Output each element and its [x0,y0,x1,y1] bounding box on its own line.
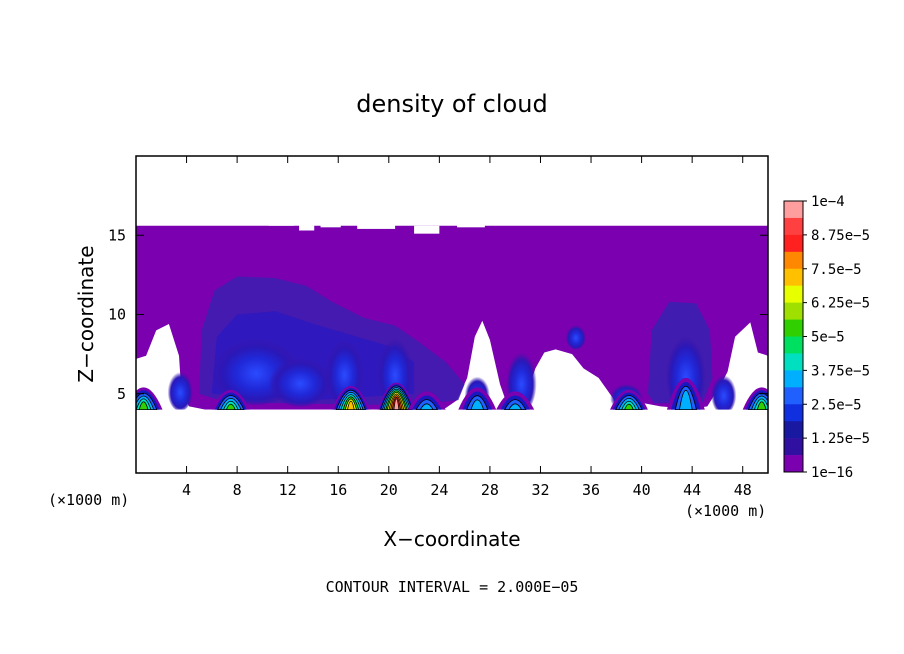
cloud-core [610,389,648,410]
x-tick-label: 8 [233,481,242,499]
cloud-blob [167,369,193,412]
core-contour [470,399,485,410]
x-tick-label: 4 [182,481,191,499]
cloud-blob [268,355,332,407]
core-contour [347,400,355,410]
core-contour [393,398,400,410]
core-contour [138,401,149,410]
colorbar-swatch [784,319,803,337]
cloud-core [496,391,535,410]
cloud-blob [711,373,737,415]
core-contour [679,389,693,410]
y-axis: 5 10 15 [108,226,768,403]
x-unit-label-left: (×1000 m) [48,491,129,509]
cloud-top-gap [414,225,440,234]
colorbar-swatch [784,353,803,371]
x-tick-label: 32 [531,481,549,499]
core-contour [756,401,767,410]
core-contour [624,403,634,410]
x-tick-label: 48 [734,481,752,499]
core-contour [508,403,523,410]
colorbar-swatch [784,370,803,388]
colorbar-swatch [784,387,803,405]
cloud-core [742,387,768,410]
cloud-core [331,385,370,410]
x-axis: 4 8 12 16 20 24 28 32 36 40 44 48 [182,156,752,499]
colorbar-label: 8.75e−5 [811,228,870,244]
colorbar-label: 6.25e−5 [811,296,870,312]
colorbar-swatch [784,455,803,473]
colorbar-label: 5e−5 [811,330,845,346]
cloud-top-gap [457,219,485,228]
cloud-top-gap [299,222,315,231]
colorbar-swatch [784,217,803,236]
colorbar-label: 1e−4 [811,194,845,210]
colorbar-swatch [784,234,803,253]
colorbar-label: 7.5e−5 [811,262,862,278]
cloud-core [377,382,416,410]
colorbar-swatch [784,438,803,456]
y-tick-label: 10 [108,306,126,324]
core-contour [225,403,236,410]
x-tick-label: 20 [380,481,398,499]
colorbar-swatch [784,404,803,422]
x-tick-label: 28 [481,481,499,499]
colorbar-swatch [784,336,803,354]
x-tick-label: 24 [430,481,448,499]
cloud-core [458,387,497,410]
colorbar-label: 3.75e−5 [811,363,870,379]
colorbar-label: 1.25e−5 [811,431,870,447]
y-tick-label: 15 [108,226,126,244]
y-tick-label: 5 [117,385,126,403]
cloud-cores [136,377,768,410]
core-contour [419,403,434,410]
colorbar-swatch [784,201,803,219]
y-axis-label: Z−coordinate [74,245,98,382]
colorbar-swatch [784,268,803,286]
x-tick-label: 36 [582,481,600,499]
cloud-core [666,377,705,410]
colorbar: 1e−4 8.75e−5 7.5e−5 6.25e−5 5e−5 3.75e−5 2.5e−… [783,194,870,481]
colorbar-swatch [784,302,803,320]
colorbar-label: 2.5e−5 [811,397,862,413]
x-unit-label-right: (×1000 m) [685,502,766,520]
cloud-core [136,387,163,410]
cloud-blob [565,324,586,350]
x-tick-label: 44 [683,481,701,499]
colorbar-swatch [784,421,803,439]
clear-air-below [136,409,768,473]
contour-interval-note: CONTOUR INTERVAL = 2.000E−05 [326,578,579,596]
cloud-core [407,391,446,410]
cloud-top-gap [357,220,396,229]
cloud-top-gap [268,217,294,226]
cloud-top-gap [320,219,341,228]
colorbar-swatch [784,251,803,270]
x-tick-label: 40 [633,481,651,499]
plot-area [136,217,768,473]
colorbar-label: 1e−16 [811,465,853,481]
colorbar-swatch [784,285,803,303]
x-tick-label: 12 [279,481,297,499]
chart-title: density of cloud [356,90,547,118]
x-tick-label: 16 [329,481,347,499]
x-axis-label: X−coordinate [383,527,520,551]
cloud-field [136,217,768,473]
cloud-core [211,389,250,410]
